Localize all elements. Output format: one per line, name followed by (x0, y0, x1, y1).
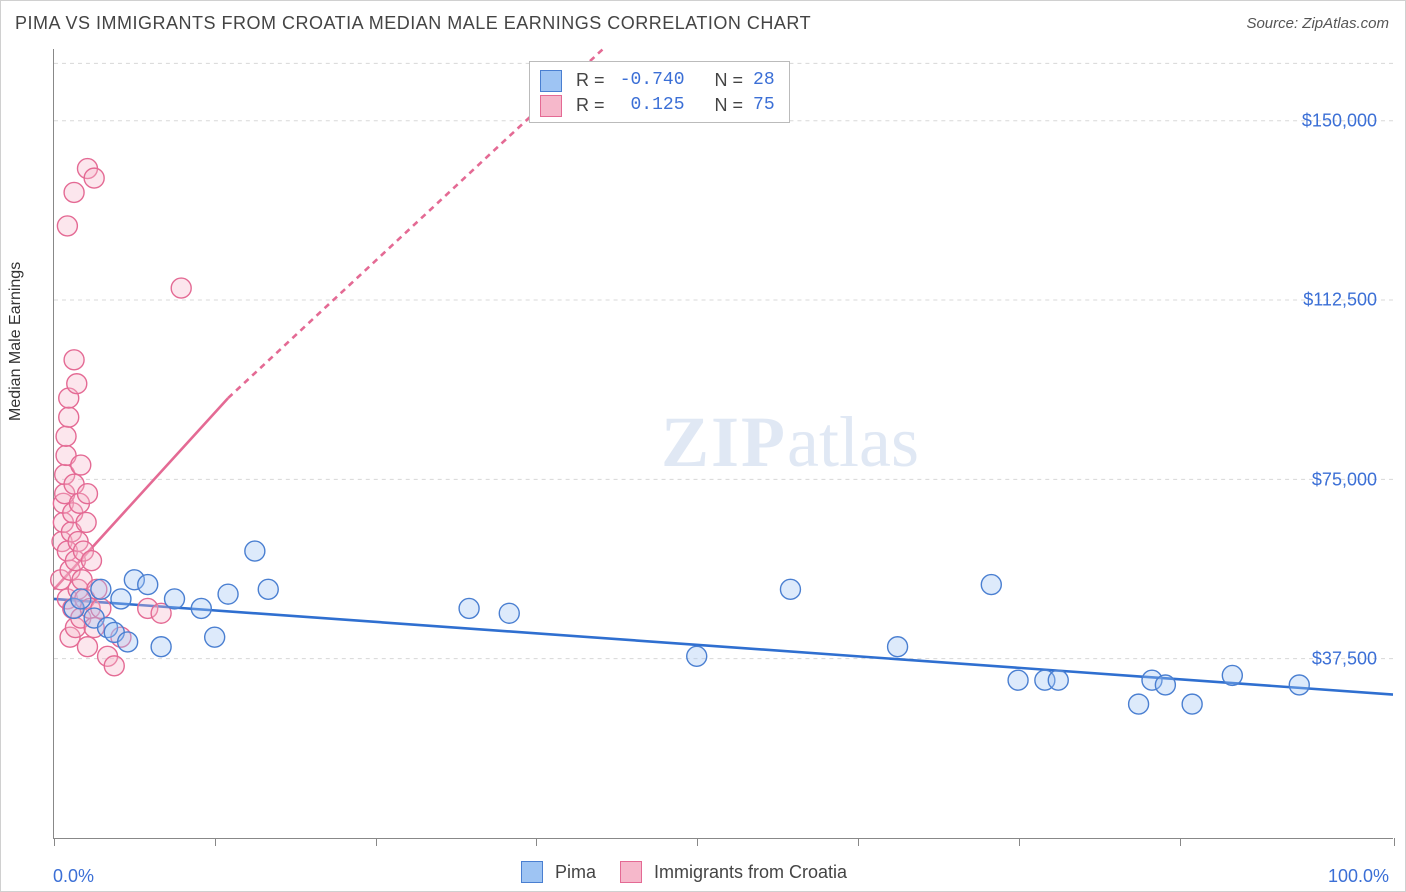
y-axis-label: Median Male Earnings (7, 262, 25, 421)
stat-r-label: R = (576, 93, 605, 118)
chart-title: PIMA VS IMMIGRANTS FROM CROATIA MEDIAN M… (15, 13, 811, 34)
stat-r-value: 0.125 (615, 93, 685, 118)
x-tick (376, 838, 377, 846)
legend-swatch (540, 70, 562, 92)
y-tick-label: $112,500 (1303, 290, 1377, 311)
legend-item: Pima (521, 861, 596, 883)
x-tick (215, 838, 216, 846)
plot-svg (54, 49, 1393, 838)
x-tick (54, 838, 55, 846)
source-attribution: Source: ZipAtlas.com (1246, 15, 1389, 32)
stat-r-label: R = (576, 68, 605, 93)
stat-n-label: N = (715, 68, 744, 93)
y-tick-label: $150,000 (1302, 110, 1377, 131)
plot-area (53, 49, 1393, 839)
x-tick (858, 838, 859, 846)
x-min-label: 0.0% (53, 866, 94, 887)
stat-n-value: 75 (753, 93, 775, 118)
legend-label: Immigrants from Croatia (654, 862, 847, 883)
y-tick-label: $75,000 (1312, 469, 1377, 490)
x-tick (1180, 838, 1181, 846)
chart-container: PIMA VS IMMIGRANTS FROM CROATIA MEDIAN M… (0, 0, 1406, 892)
stat-n-value: 28 (753, 68, 775, 93)
x-max-label: 100.0% (1328, 866, 1389, 887)
stat-r-value: -0.740 (615, 68, 685, 93)
legend-swatch (540, 95, 562, 117)
legend-label: Pima (555, 862, 596, 883)
y-tick-label: $37,500 (1312, 649, 1377, 670)
stats-row: R = -0.740 N = 28 (540, 68, 775, 93)
legend-swatch (620, 861, 642, 883)
x-tick (1394, 838, 1395, 846)
x-tick (697, 838, 698, 846)
x-tick (1019, 838, 1020, 846)
stats-row: R = 0.125 N = 75 (540, 93, 775, 118)
legend-item: Immigrants from Croatia (620, 861, 847, 883)
bottom-legend: Pima Immigrants from Croatia (521, 861, 847, 883)
x-tick (536, 838, 537, 846)
legend-swatch (521, 861, 543, 883)
stats-legend-box: R = -0.740 N = 28 R = 0.125 N = 75 (529, 61, 790, 123)
stat-n-label: N = (715, 93, 744, 118)
